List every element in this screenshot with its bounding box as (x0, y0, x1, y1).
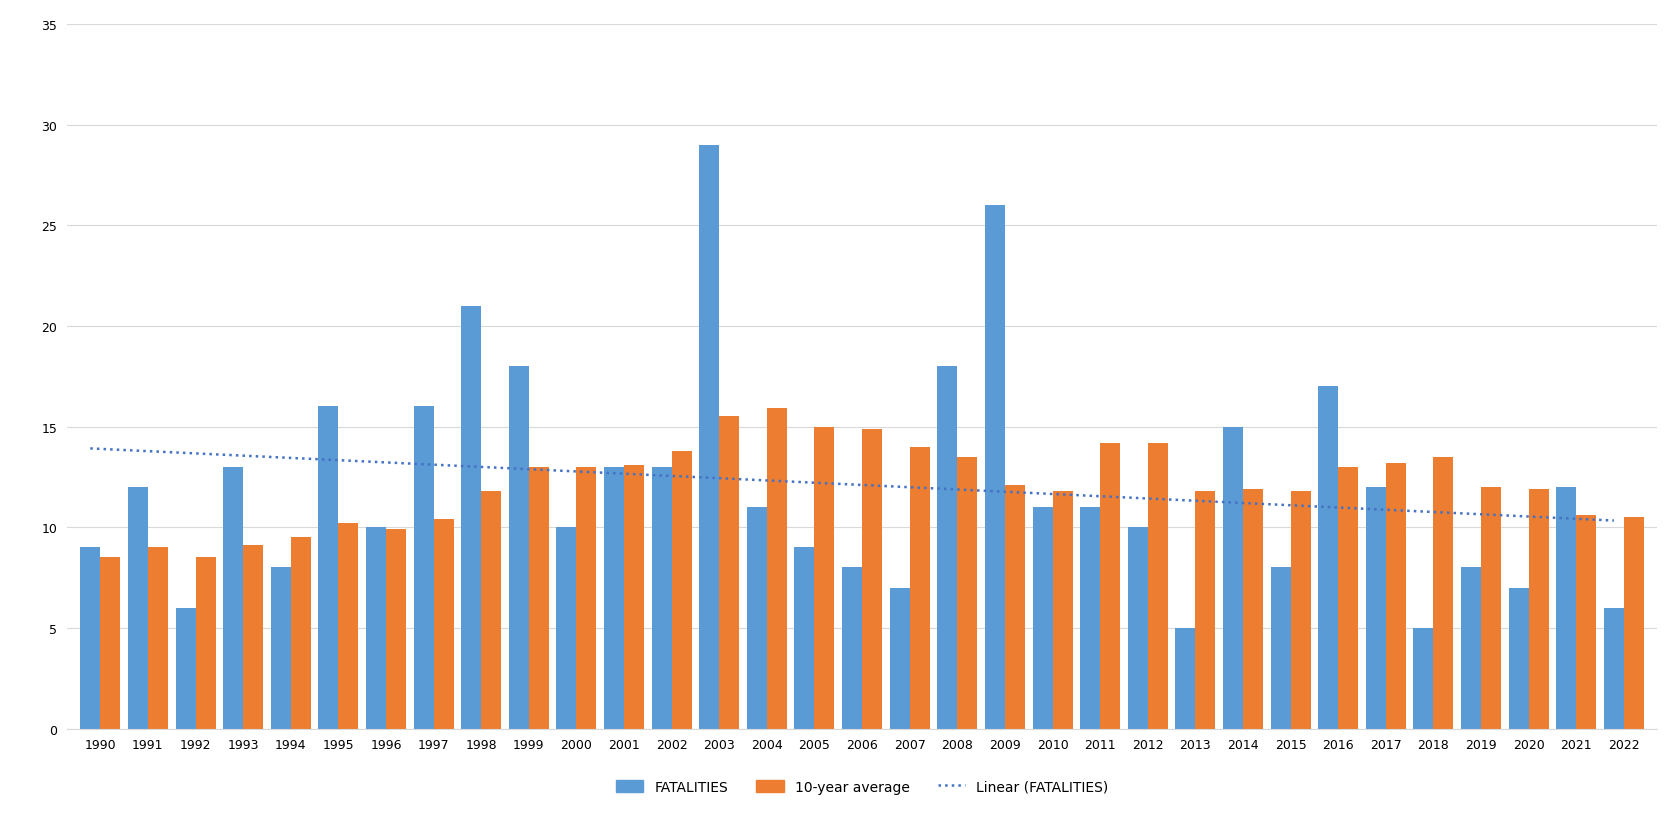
Bar (937, 367, 957, 729)
Bar (815, 427, 835, 729)
Bar (1317, 387, 1337, 729)
Bar (462, 306, 480, 729)
Bar (555, 527, 576, 729)
Bar (842, 568, 862, 729)
Bar (291, 537, 311, 729)
Bar (100, 558, 120, 729)
Bar (1128, 527, 1148, 729)
Bar (1461, 568, 1481, 729)
Bar (576, 467, 596, 729)
Bar (1174, 628, 1195, 729)
Bar (529, 467, 549, 729)
Bar (196, 558, 216, 729)
Bar (1507, 588, 1527, 729)
Bar (604, 467, 624, 729)
Bar (1148, 443, 1168, 729)
Bar (1481, 488, 1501, 729)
Bar (624, 465, 644, 729)
Bar (1623, 518, 1643, 729)
Bar (1223, 427, 1243, 729)
Bar (386, 530, 407, 729)
Bar (908, 447, 929, 729)
Legend: FATALITIES, 10-year average, Linear (FATALITIES): FATALITIES, 10-year average, Linear (FAT… (609, 774, 1114, 799)
Bar (147, 547, 167, 729)
Bar (1052, 491, 1072, 729)
Bar (243, 546, 263, 729)
Bar (671, 451, 691, 729)
Bar (1603, 608, 1623, 729)
Bar (413, 407, 433, 729)
Bar (1079, 508, 1099, 729)
Bar (957, 457, 977, 729)
Bar (1385, 463, 1405, 729)
Bar (80, 547, 100, 729)
Bar (1004, 485, 1024, 729)
Bar (1032, 508, 1052, 729)
Bar (888, 588, 908, 729)
Bar (127, 488, 147, 729)
Bar (699, 146, 719, 729)
Bar (1290, 491, 1310, 729)
Bar (1270, 568, 1290, 729)
Bar (480, 491, 500, 729)
Bar (1556, 488, 1576, 729)
Bar (338, 523, 358, 729)
Bar (509, 367, 529, 729)
Bar (223, 467, 243, 729)
Bar (862, 429, 882, 729)
Bar (795, 547, 815, 729)
Bar (719, 417, 739, 729)
Bar (271, 568, 291, 729)
Bar (746, 508, 766, 729)
Bar (1527, 489, 1548, 729)
Bar (1195, 491, 1215, 729)
Bar (1412, 628, 1432, 729)
Bar (651, 467, 671, 729)
Bar (318, 407, 338, 729)
Bar (366, 527, 386, 729)
Bar (176, 608, 196, 729)
Bar (433, 519, 453, 729)
Bar (1099, 443, 1119, 729)
Bar (1576, 516, 1596, 729)
Bar (1432, 457, 1452, 729)
Bar (984, 206, 1004, 729)
Bar (1243, 489, 1261, 729)
Bar (1337, 467, 1357, 729)
Bar (766, 409, 786, 729)
Bar (1365, 488, 1385, 729)
